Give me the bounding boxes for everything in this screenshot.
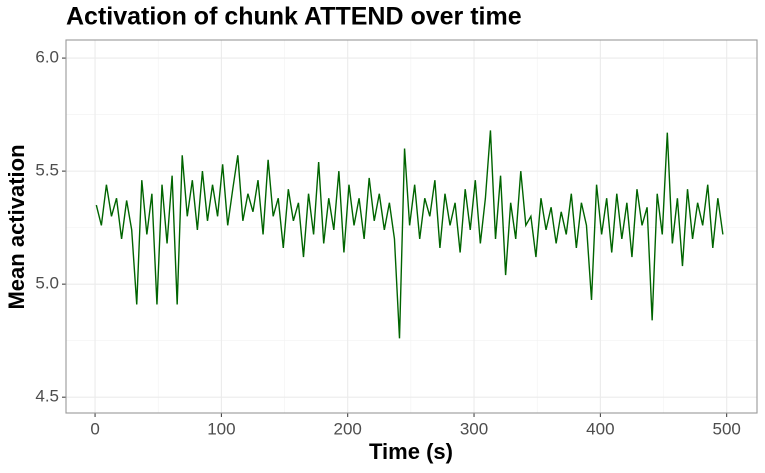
y-tick-label: 5.0 [35, 274, 59, 293]
x-axis-title: Time (s) [369, 439, 453, 464]
x-tick-label: 500 [712, 419, 740, 438]
x-tick-label: 400 [586, 419, 614, 438]
x-tick-label: 300 [460, 419, 488, 438]
y-axis-title: Mean activation [4, 144, 29, 309]
x-tick-label: 100 [207, 419, 235, 438]
y-tick-label: 4.5 [35, 387, 59, 406]
x-tick-label: 0 [90, 419, 99, 438]
x-tick-label: 200 [334, 419, 362, 438]
y-tick-label: 6.0 [35, 48, 59, 67]
panel-border [65, 39, 758, 414]
y-tick-label: 5.5 [35, 161, 59, 180]
chart-title: Activation of chunk ATTEND over time [66, 3, 522, 31]
data-line [95, 130, 724, 339]
